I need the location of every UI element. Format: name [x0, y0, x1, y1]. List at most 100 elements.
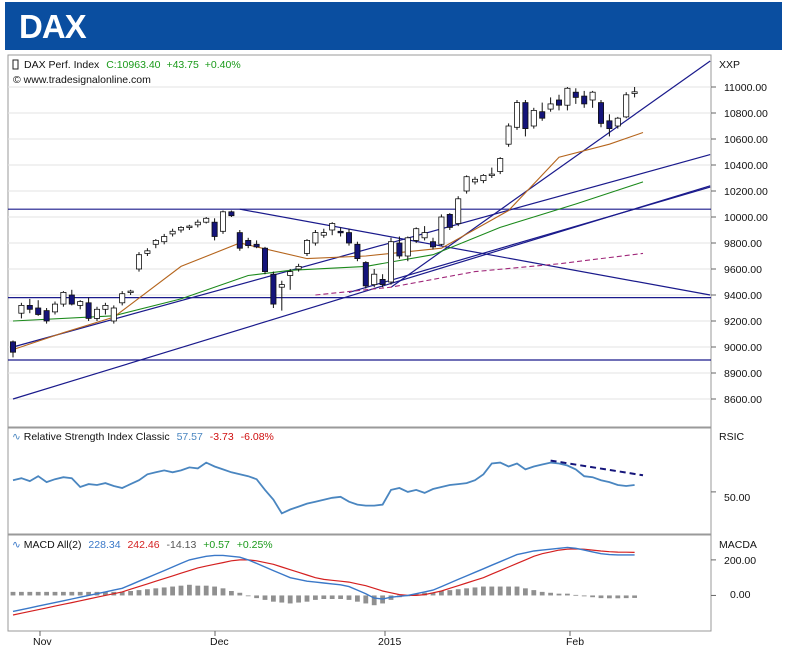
- candle-body: [135, 254, 142, 270]
- macd-histogram-bar: [506, 586, 511, 596]
- candle-body: [278, 284, 285, 288]
- candle-body: [480, 174, 487, 181]
- candle-body: [455, 198, 462, 224]
- rsi-legend-icon: ∿: [12, 431, 21, 443]
- price-axis-name: XXP: [719, 59, 740, 71]
- candle-body: [9, 341, 16, 353]
- title-bar: DAX: [5, 2, 782, 50]
- time-axis: Nov Dec 2015 Feb: [33, 631, 584, 648]
- macd-histogram-bar: [464, 588, 469, 596]
- macd-histogram-bar: [10, 591, 16, 596]
- price-tick-label: 9800.00: [724, 238, 762, 250]
- macd-histogram-bar: [287, 595, 293, 604]
- rsi-panel-frame: [7, 427, 712, 535]
- candle-body: [396, 242, 403, 257]
- macd-histogram-bar: [254, 595, 259, 599]
- macd-histogram-bar: [27, 591, 33, 596]
- candle-body: [345, 232, 352, 244]
- macd-histogram-bar: [329, 595, 335, 599]
- x-label-nov: Nov: [33, 636, 52, 648]
- macd-histogram-bar: [623, 595, 629, 599]
- close-value: C:10963.40: [106, 59, 160, 71]
- macd-histogram-bar: [187, 584, 192, 596]
- macd-histogram-bar: [481, 586, 486, 596]
- macd-histogram-bar: [69, 591, 75, 596]
- candle-body: [354, 243, 361, 260]
- candle-body: [35, 307, 42, 315]
- candle-body: [446, 213, 453, 228]
- macd-histogram-bar: [321, 595, 327, 599]
- candle-body: [362, 262, 369, 287]
- macd-histogram-bar: [497, 586, 503, 596]
- macd-histogram-bar: [413, 593, 419, 596]
- candle-body: [245, 239, 252, 246]
- watermark-text: © www.tradesignalonline.com: [13, 74, 151, 86]
- price-gridlines: [8, 86, 711, 400]
- rsi-change: -3.73: [210, 431, 234, 443]
- price-tick-label: 10600.00: [724, 134, 768, 146]
- candle-body: [463, 176, 470, 192]
- candle-body: [379, 278, 386, 285]
- candle-body: [26, 304, 33, 310]
- macd-histogram-bar: [195, 585, 201, 596]
- price-tick-label: 9400.00: [724, 290, 762, 302]
- macd-histogram-bar: [607, 595, 612, 599]
- macd-histogram-bar: [128, 591, 133, 596]
- macd-histogram-bar: [313, 595, 318, 600]
- macd-histogram-bar: [145, 589, 150, 596]
- macd-histogram-bar: [598, 595, 604, 599]
- macd-change-pct: +0.25%: [237, 539, 273, 551]
- candle-body: [18, 304, 25, 314]
- rsi-axis-name: RSIC: [719, 431, 745, 443]
- macd-histogram-bar: [279, 595, 285, 603]
- rsi-value: 57.57: [177, 431, 203, 443]
- x-label-feb: Feb: [566, 636, 584, 648]
- price-tick-label: 10800.00: [724, 108, 768, 120]
- close-change-pct: +0.40%: [205, 59, 241, 71]
- macd-histogram-bar: [296, 595, 301, 603]
- macd-histogram-bar: [103, 591, 108, 596]
- rsi-tick-label: 50.00: [724, 492, 750, 504]
- macd-histogram-bar: [119, 591, 125, 596]
- candle-body: [497, 158, 504, 172]
- candle-body: [564, 87, 571, 106]
- macd-histogram-bar: [346, 595, 352, 600]
- macd-histogram-bar: [77, 591, 83, 596]
- macd-name: MACD All(2): [24, 539, 82, 551]
- macd-histogram-bar: [178, 585, 184, 596]
- candlesticks: [9, 87, 638, 358]
- macd-histogram-bar: [371, 595, 377, 606]
- macd-axis-name: MACDA: [719, 539, 757, 551]
- price-tick-label: 8900.00: [724, 368, 762, 380]
- macd-histogram-bar: [262, 595, 268, 600]
- candle-body: [589, 91, 596, 101]
- macd-histogram-bar: [212, 586, 217, 596]
- candle-body: [421, 232, 428, 239]
- macd-histogram-bar: [338, 595, 343, 599]
- macd-histogram-bar: [590, 595, 595, 598]
- macd-histogram-bar: [52, 591, 58, 596]
- candle-body: [505, 125, 512, 145]
- macd-signal-line: [12, 548, 635, 616]
- macd-histogram-bar: [430, 592, 436, 596]
- candle-body: [572, 91, 579, 98]
- candle-body: [270, 273, 277, 305]
- price-tick-label: 10200.00: [724, 186, 768, 198]
- candle-body: [623, 94, 630, 118]
- candle-body: [219, 211, 226, 232]
- trendline: [239, 208, 711, 296]
- macd-histogram-bar: [355, 595, 360, 602]
- svg-text:∿ Relative Strength Inde: ∿ Relative Strength Index Classic 57.57 …: [12, 431, 274, 443]
- candle-body: [127, 290, 134, 294]
- macd-histogram-bar: [153, 588, 159, 596]
- chart-title: DAX: [19, 8, 87, 45]
- price-tick-label: 9600.00: [724, 264, 762, 276]
- moving-average-mid: [12, 181, 644, 322]
- macd-histogram-bar: [35, 591, 41, 596]
- candle-body: [144, 250, 151, 254]
- candle-body: [102, 304, 109, 310]
- price-panel-frame: [7, 54, 712, 428]
- macd-histogram-bar: [44, 591, 49, 596]
- candle-body: [68, 294, 75, 305]
- candle-body: [85, 302, 92, 319]
